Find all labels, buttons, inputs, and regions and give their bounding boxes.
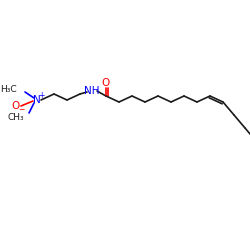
Text: CH₃: CH₃ [8,114,24,122]
Text: O: O [102,78,110,88]
Text: +: + [38,92,44,100]
Text: −: − [18,106,24,114]
Text: N: N [33,95,41,105]
Text: H₃C: H₃C [0,84,17,94]
Text: NH: NH [84,86,100,96]
Text: O: O [12,101,20,111]
